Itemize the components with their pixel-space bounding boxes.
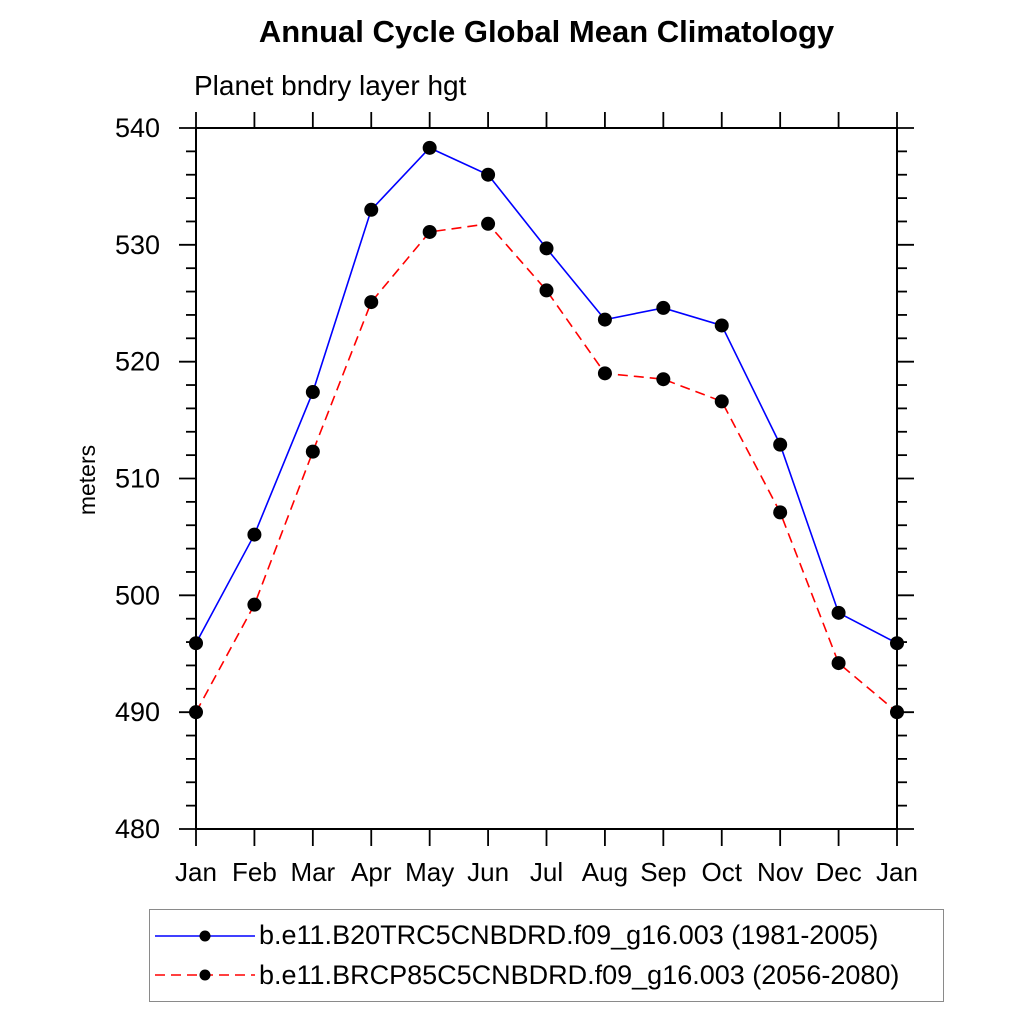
svg-text:Jan: Jan (876, 857, 918, 887)
svg-text:540: 540 (115, 113, 160, 143)
svg-text:500: 500 (115, 580, 160, 610)
legend-line-marker-sample (155, 930, 255, 942)
svg-text:Jan: Jan (175, 857, 217, 887)
svg-text:530: 530 (115, 230, 160, 260)
series-1 (189, 216, 904, 720)
legend-row: b.e11.B20TRC5CNBDRD.f09_g16.003 (1981-20… (150, 920, 943, 951)
svg-text:Jun: Jun (467, 857, 509, 887)
legend-label-series-1: b.e11.BRCP85C5CNBDRD.f09_g16.003 (2056-2… (259, 959, 900, 990)
svg-text:Nov: Nov (757, 857, 803, 887)
legend-box: b.e11.B20TRC5CNBDRD.f09_g16.003 (1981-20… (149, 909, 944, 1002)
x-tick-labels: Jan Feb Mar Apr May Jun Jul Aug Sep Oct Nov Dec Jan (175, 857, 918, 887)
svg-text:Jul: Jul (530, 857, 563, 887)
svg-text:510: 510 (115, 464, 160, 494)
series-0 (189, 140, 904, 651)
axes (179, 112, 914, 846)
svg-text:Aug: Aug (582, 857, 628, 887)
svg-text:Feb: Feb (232, 857, 277, 887)
svg-text:Apr: Apr (351, 857, 392, 887)
svg-text:480: 480 (115, 814, 160, 844)
svg-text:490: 490 (115, 697, 160, 727)
legend-line-marker-sample (155, 969, 255, 981)
chart-subtitle: Planet bndry layer hgt (194, 70, 467, 101)
svg-text:Oct: Oct (702, 857, 743, 887)
svg-text:520: 520 (115, 347, 160, 377)
chart-title: Annual Cycle Global Mean Climatology (258, 14, 835, 49)
svg-text:May: May (405, 857, 454, 887)
svg-text:Dec: Dec (815, 857, 861, 887)
legend-label-series-0: b.e11.B20TRC5CNBDRD.f09_g16.003 (1981-20… (259, 920, 879, 951)
svg-text:Mar: Mar (290, 857, 335, 887)
y-tick-labels: 480 490 500 510 520 530 540 (115, 113, 160, 844)
svg-text:Sep: Sep (640, 857, 686, 887)
legend-row: b.e11.BRCP85C5CNBDRD.f09_g16.003 (2056-2… (150, 959, 943, 990)
